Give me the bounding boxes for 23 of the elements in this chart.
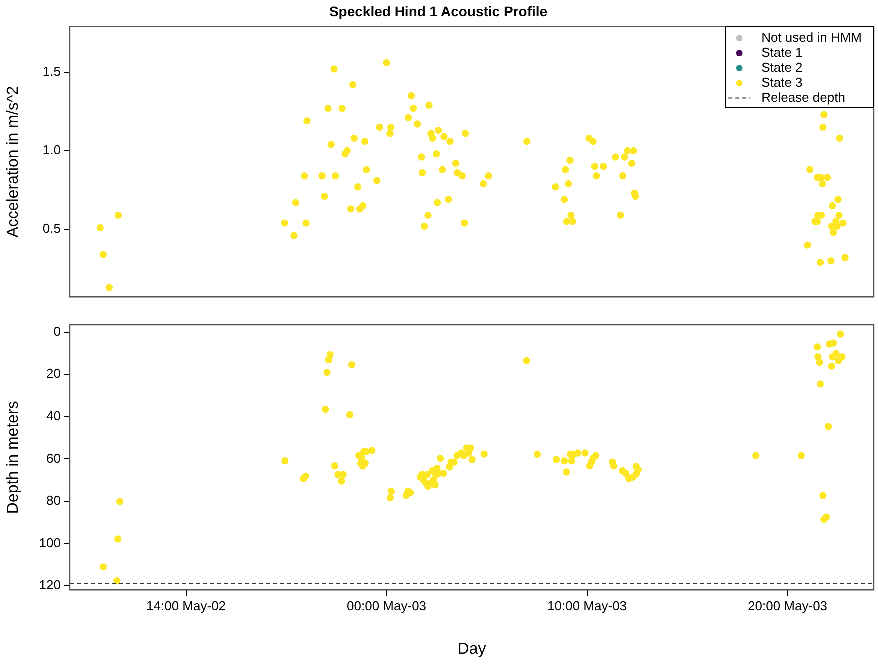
y-tick-label: 0 — [54, 324, 61, 339]
y-tick-label: 60 — [46, 450, 61, 466]
legend-label: State 3 — [762, 74, 803, 90]
x-tick-label: 10:00 May-03 — [548, 598, 628, 614]
y-tick-label: 1.5 — [42, 64, 61, 79]
y-tick-label: 0.5 — [42, 221, 61, 236]
y-tick-label: 20 — [46, 366, 61, 382]
y-tick-label: 120 — [39, 578, 61, 593]
y-tick-label: 40 — [46, 408, 61, 424]
y-tick-label: 1.0 — [42, 142, 61, 158]
y-tick-label: 100 — [39, 535, 61, 550]
x-tick-label: 00:00 May-03 — [347, 598, 427, 614]
x-tick-label: 20:00 May-03 — [748, 598, 828, 614]
y-axis-title: Acceleration in m/s^2 — [5, 86, 22, 238]
legend-label: State 2 — [762, 60, 803, 75]
y-axis-title: Depth in meters — [5, 401, 22, 514]
legend-label: State 1 — [762, 44, 803, 60]
x-tick-label: 14:00 May-02 — [146, 598, 226, 614]
chart-title: Speckled Hind 1 Acoustic Profile — [329, 3, 548, 20]
x-axis-title: Day — [458, 640, 486, 658]
y-tick-label: 80 — [46, 493, 61, 508]
legend-label: Not used in HMM — [762, 30, 862, 45]
text: Release depth — [762, 90, 846, 105]
